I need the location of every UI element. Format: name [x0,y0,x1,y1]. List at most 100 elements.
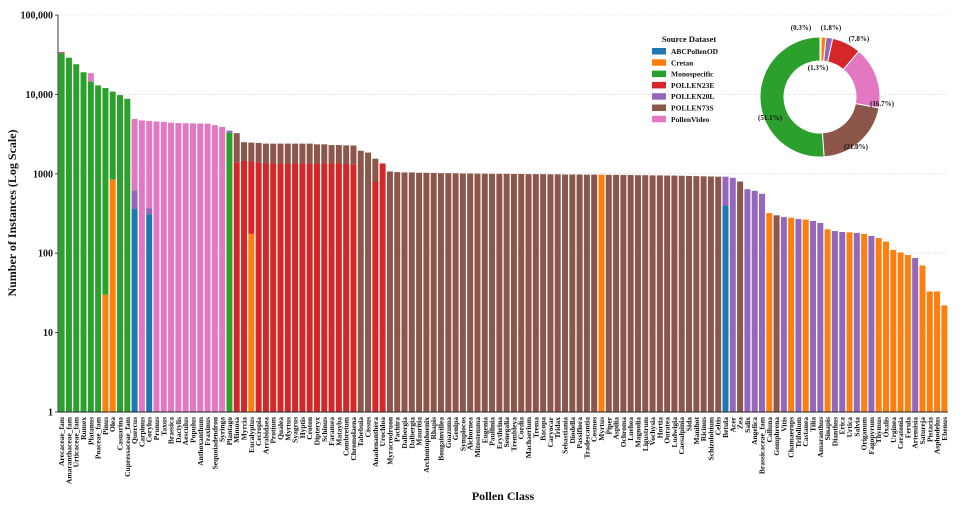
bar-segment-pollen20l [817,223,824,412]
y-tick-label: 1 [48,408,53,419]
bar-segment-monospecific [117,95,123,412]
donut-chart: (51.1%) (21.0%) (16.7%) (7.8%) (1.8%) (1.3%) (… [758,24,895,158]
x-tick-label: Ludwigia [670,417,679,448]
x-tick-label: Ricinus [699,417,708,441]
bar-segment-pollen73s [350,145,357,165]
bar-segment-pollen20l [795,218,802,412]
bar-segment-monospecific [73,64,80,412]
bar-segment-pollen73s [372,158,379,182]
x-tick-label: Hortia [655,417,664,438]
x-tick-label: Bacopa [539,417,548,441]
x-tick-label: Prunus [152,417,161,440]
x-tick-label: Erythrina [495,417,504,449]
legend-label: Monospecific [671,70,714,79]
bar-segment-pollenvideo [197,123,204,413]
bar-segment-pollen73s [613,174,620,412]
bar-segment-pollen73s [270,143,277,164]
bar-segment-pollen73s [401,172,408,412]
bar-segment-monospecific [65,57,72,412]
bar-segment-pollenvideo [146,121,153,209]
bar-segment-pollen73s [686,175,693,412]
x-tick-label: Dactylis [174,417,183,443]
x-tick-label: Dipteryx [312,417,321,446]
bar-segment-pollen73s [467,173,474,412]
bar-segment-cretan [904,254,911,412]
y-tick-label: 100 [38,249,53,260]
bar-segment-pollen73s [306,143,313,164]
bar-segment-pollen23e [292,163,299,412]
bar-segment-pollen73s [313,144,320,164]
bar-segment-cretan [788,217,795,412]
bar-segment-pollen23e [313,163,320,412]
bars [58,52,948,413]
bar-segment-cretan [109,179,116,412]
x-tick-label: Cecropia [254,417,263,446]
x-tick-label: Anthoxanthum [196,416,205,466]
x-tick-label: Urticaceae_fam [72,416,81,467]
x-tick-label: Anadenanthera [371,417,380,467]
x-tick-label: Paullinia [488,417,497,446]
bar-segment-pollen73s [241,142,248,161]
bar-segment-pollen73s [656,175,663,412]
bar-segment-pollen73s [562,174,568,412]
bar-segment-pollen73s [459,173,466,412]
x-tick-label: Sebastiania [561,417,570,454]
bar-segment-pollen23e [248,161,255,234]
bar-segment-pollen73s [693,176,700,412]
x-tick-label: Acer [728,416,737,432]
bar-segment-cretan [934,291,941,412]
bar-segment-pollen23e [379,163,386,412]
x-tick-label: Vitis [779,417,788,432]
x-tick-label: Rhapis [429,417,438,440]
x-tick-label: Platanus [86,417,95,445]
y-axis-title: Number of Instances (Log Scale) [5,129,19,296]
bar-segment-monospecific [226,132,233,412]
bar-segment-pollen73s [737,181,744,412]
bar-segment-pollen73s [627,175,634,412]
bar-segment-pollen23e [299,163,306,412]
bar-segment-pollen20l [868,235,875,412]
bar-segment-pollenvideo [211,125,218,412]
bar-segment-pollen23e [372,181,379,412]
x-tick-label: Machaerium [524,416,533,458]
bar-segment-pollen23e [58,52,65,54]
donut-slice-monospecific [759,36,825,158]
donut-slice-label: (16.7%) [870,100,895,108]
x-tick-label: Rumex [79,417,88,440]
x-tick-label: Zea [736,417,745,429]
legend-label: PollenVideo [671,115,710,124]
y-tick-label: 1000 [33,169,53,180]
bar-segment-pollen73s [525,174,532,412]
x-tick-label: Myracrodruon [385,416,394,465]
x-tick-label: Senegalia [502,417,511,448]
x-tick-label: Celtis [714,417,723,435]
donut-slice-label: (1.8%) [821,24,842,32]
bar-segment-monospecific [87,81,94,413]
x-tick-label: Trema [531,417,540,438]
bar-segment-pollen23e [328,163,335,412]
bar-segment-pollen73s [357,150,364,413]
bar-segment-pollen73s [649,175,656,412]
bar-segment-pollen20l [226,130,233,133]
bar-segment-pollenvideo [153,121,160,412]
x-tick-label: Archontophoenix [422,417,431,473]
x-tick-label: Ligustrum [641,416,650,451]
x-tick-label: Syringa [218,417,227,442]
bar-segment-pollenvideo [131,118,138,191]
x-tick-label: Pistacia [925,417,934,442]
legend-swatch [652,93,666,100]
bar-segment-pollenvideo [189,123,196,412]
bar-segment-pollen73s [569,174,576,412]
bar-segment-pollen20l [146,208,153,215]
x-tick-label: Qualea [276,417,285,440]
x-tick-label: Amaranthus [816,417,825,458]
x-tick-label: Urginea [889,417,898,443]
x-tick-label: Cupressaceae_fam [123,416,132,477]
x-tick-label: Cosmos [590,417,599,442]
bar-segment-pollen20l [831,231,838,412]
donut-slice-label: (51.1%) [758,114,783,122]
x-tick-label: Pinus [101,417,110,435]
x-tick-label: Caesalpinia [677,417,686,455]
x-tick-label: Caryocar [546,416,555,447]
